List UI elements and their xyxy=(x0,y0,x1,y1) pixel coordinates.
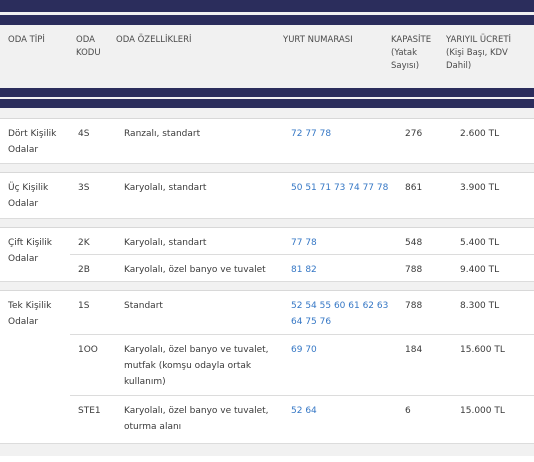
cell-features: Ranzalı, standart xyxy=(124,129,201,139)
room-group: Tek Kişilik Odalar 1S Standart 52 54 55 60 … xyxy=(0,290,534,443)
table-row: STE1 Karyolalı, özel banyo ve tuvalet, ot… xyxy=(70,395,534,443)
cell-fee: 2.600 TL xyxy=(460,129,500,139)
cell-code: STE1 xyxy=(78,406,101,416)
cell-features: Karyolalı, özel banyo ve tuvalet, mutfak… xyxy=(124,345,269,387)
cell-code: 3S xyxy=(78,183,90,193)
cell-fee: 9.400 TL xyxy=(460,265,500,275)
group-spacer xyxy=(0,281,534,290)
group-spacer xyxy=(0,218,534,227)
cell-code: 2K xyxy=(78,238,90,248)
group-label: Çift Kişilik Odalar xyxy=(8,238,52,264)
mid-gap-2 xyxy=(0,108,534,118)
cell-code: 4S xyxy=(78,129,90,139)
cell-capacity: 861 xyxy=(405,183,423,193)
cell-capacity: 788 xyxy=(405,265,423,275)
cell-features: Standart xyxy=(124,301,163,311)
cell-fee: 3.900 TL xyxy=(460,183,500,193)
top-gap xyxy=(0,12,534,15)
cell-fee: 8.300 TL xyxy=(460,301,500,311)
group-spacer xyxy=(0,163,534,172)
dorm-numbers-link[interactable]: 81 82 xyxy=(291,265,317,275)
table-row: 3S Karyolalı, standart 50 51 71 73 74 77 7… xyxy=(70,173,534,218)
cell-features: Karyolalı, özel banyo ve tuvalet, oturma… xyxy=(124,406,269,432)
cell-fee: 15.600 TL xyxy=(460,345,505,355)
group-spacer xyxy=(0,443,534,456)
group-label: Üç Kişilik Odalar xyxy=(8,183,49,209)
header-capacity: KAPASİTE (Yatak Sayısı) xyxy=(391,35,432,71)
group-label: Dört Kişilik Odalar xyxy=(8,129,57,155)
mid-bar xyxy=(0,88,534,97)
room-group: Üç Kişilik Odalar 3S Karyolalı, standart 50… xyxy=(0,172,534,218)
cell-capacity: 184 xyxy=(405,345,423,355)
header-code: ODA KODU xyxy=(76,35,101,58)
dorm-numbers-link[interactable]: 77 78 xyxy=(291,238,317,248)
cell-features: Karyolalı, standart xyxy=(124,183,207,193)
cell-features: Karyolalı, standart xyxy=(124,238,207,248)
header-features: ODA ÖZELLİKLERİ xyxy=(116,35,192,45)
table-row: 4S Ranzalı, standart 72 77 78 276 2.600 TL xyxy=(70,119,534,163)
cell-code: 1S xyxy=(78,301,90,311)
dorm-numbers-link[interactable]: 69 70 xyxy=(291,345,317,355)
table-row: 2K Karyolalı, standart 77 78 548 5.400 TL xyxy=(70,228,534,254)
group-label: Tek Kişilik Odalar xyxy=(8,301,52,327)
table-row: 1OO Karyolalı, özel banyo ve tuvalet, mut… xyxy=(70,334,534,395)
top-bar-1 xyxy=(0,0,534,12)
dorm-numbers-link[interactable]: 52 54 55 60 61 62 63 64 75 76 xyxy=(291,301,389,327)
table-header: ODA TİPİ ODA KODU ODA ÖZELLİKLERİ YURT N… xyxy=(0,25,534,88)
mid-bar-2 xyxy=(0,99,534,108)
table-row: 1S Standart 52 54 55 60 61 62 63 64 75 76 7… xyxy=(70,291,534,334)
mid-gap xyxy=(0,97,534,99)
table-body: Dört Kişilik Odalar 4S Ranzalı, standart 72… xyxy=(0,118,534,456)
cell-capacity: 276 xyxy=(405,129,423,139)
cell-code: 2B xyxy=(78,265,90,275)
header-type: ODA TİPİ xyxy=(8,35,45,45)
dorm-numbers-link[interactable]: 52 64 xyxy=(291,406,317,416)
table-row: 2B Karyolalı, özel banyo ve tuvalet 81 82 7… xyxy=(70,254,534,281)
cell-code: 1OO xyxy=(78,345,98,355)
cell-features: Karyolalı, özel banyo ve tuvalet xyxy=(124,265,266,275)
top-bar-2 xyxy=(0,15,534,25)
dorm-numbers-link[interactable]: 72 77 78 xyxy=(291,129,332,139)
room-group: Dört Kişilik Odalar 4S Ranzalı, standart 72… xyxy=(0,118,534,163)
cell-capacity: 548 xyxy=(405,238,423,248)
cell-capacity: 6 xyxy=(405,406,411,416)
cell-capacity: 788 xyxy=(405,301,423,311)
room-group: Çift Kişilik Odalar 2K Karyolalı, standart… xyxy=(0,227,534,281)
dorm-numbers-link[interactable]: 50 51 71 73 74 77 78 xyxy=(291,183,389,193)
cell-fee: 15.000 TL xyxy=(460,406,505,416)
header-fee: YARIYIL ÜCRETİ (Kişi Başı, KDV Dahil) xyxy=(446,35,512,71)
header-dorms: YURT NUMARASI xyxy=(283,35,353,45)
cell-fee: 5.400 TL xyxy=(460,238,500,248)
